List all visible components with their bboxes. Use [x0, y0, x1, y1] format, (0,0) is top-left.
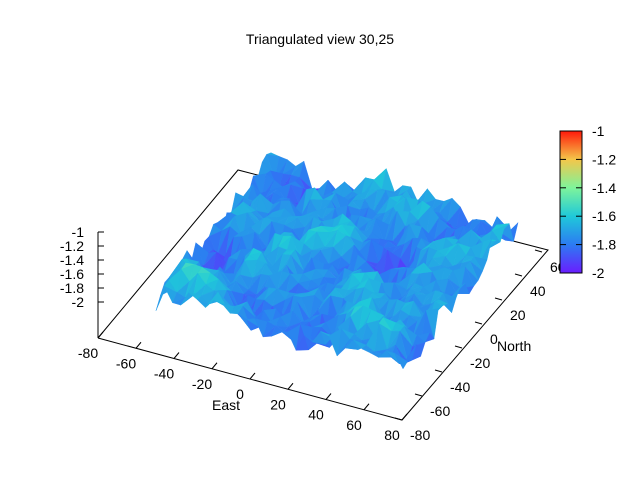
y-tick-label: -20 — [470, 355, 490, 371]
x-tick: 80 — [384, 413, 408, 443]
colorbar-tick: -1.6 — [560, 208, 616, 224]
z-tick-label: -1 — [72, 224, 85, 240]
z-tick-label: -2 — [72, 294, 85, 310]
z-tick-label: -1.8 — [60, 280, 84, 296]
x-tick-label: -80 — [78, 345, 98, 361]
x-tick-label: 40 — [308, 407, 324, 423]
z-tick: -1 — [72, 224, 104, 240]
x-tick: -60 — [116, 341, 142, 371]
x-tick-label: -20 — [192, 376, 212, 392]
y-axis-label: North — [497, 338, 531, 354]
x-tick: 60 — [346, 403, 370, 433]
x-tick: 20 — [270, 382, 294, 412]
z-tick: -1.6 — [60, 266, 104, 282]
z-tick-label: -1.4 — [60, 252, 84, 268]
colorbar: -1 -1.2 -1.4 -1.6 -1.8 -2 — [559, 123, 616, 281]
colorbar-tick: -1 — [560, 123, 605, 139]
z-tick: -1.8 — [60, 280, 104, 296]
x-tick: -40 — [154, 352, 180, 382]
x-tick-label: 60 — [346, 417, 362, 433]
y-tick-label: 0 — [490, 331, 498, 347]
colorbar-gradient — [559, 130, 583, 274]
z-tick: -2 — [72, 294, 104, 310]
colorbar-tick: -1.2 — [560, 151, 616, 167]
colorbar-tick: -1.8 — [560, 237, 616, 253]
colorbar-tick-label: -1.6 — [592, 208, 616, 224]
y-tick-label: -80 — [410, 427, 430, 443]
y-tick: -60 — [414, 393, 450, 419]
z-tick-label: -1.2 — [60, 238, 84, 254]
y-tick: 0 — [474, 321, 498, 347]
x-tick-label: 20 — [270, 396, 286, 412]
x-tick: 40 — [308, 393, 332, 423]
z-tick: -1.2 — [60, 238, 104, 254]
y-tick-label: 40 — [530, 283, 546, 299]
x-tick-label: 80 — [384, 427, 400, 443]
x-tick-label: 0 — [236, 386, 244, 402]
colorbar-tick-label: -1.4 — [592, 180, 616, 196]
colorbar-tick-label: -1.8 — [592, 237, 616, 253]
z-axis: -1-1.2-1.4-1.6-1.8-2 — [60, 224, 104, 310]
z-tick: -1.4 — [60, 252, 104, 268]
y-tick-label: -40 — [450, 379, 470, 395]
colorbar-tick: -2 — [560, 265, 605, 281]
surface-plot — [155, 152, 519, 370]
y-tick: -80 — [394, 417, 430, 443]
x-tick-label: -60 — [116, 355, 136, 371]
z-tick-label: -1.6 — [60, 266, 84, 282]
x-tick: -20 — [192, 362, 218, 392]
colorbar-ticks: -1 -1.2 -1.4 -1.6 -1.8 -2 — [560, 123, 616, 281]
x-tick: 0 — [236, 372, 256, 402]
colorbar-tick: -1.4 — [560, 180, 616, 196]
y-tick: 40 — [514, 273, 546, 299]
x-axis: -80 -60 -40 -20 0 20 40 60 80 — [78, 331, 408, 443]
y-tick: -20 — [454, 345, 490, 371]
y-tick-label: -60 — [430, 403, 450, 419]
x-axis-label: East — [212, 397, 240, 413]
x-tick-label: -40 — [154, 366, 174, 382]
x-tick: -80 — [78, 331, 104, 361]
axes-frame — [97, 169, 549, 421]
chart-title: Triangulated view 30,25 — [246, 31, 394, 47]
y-tick: -40 — [434, 369, 470, 395]
y-tick: 20 — [494, 297, 526, 323]
colorbar-tick-label: -2 — [592, 265, 605, 281]
colorbar-tick-label: -1.2 — [592, 151, 616, 167]
surface-facet — [394, 353, 408, 370]
y-tick-label: 20 — [510, 307, 526, 323]
colorbar-tick-label: -1 — [592, 123, 605, 139]
